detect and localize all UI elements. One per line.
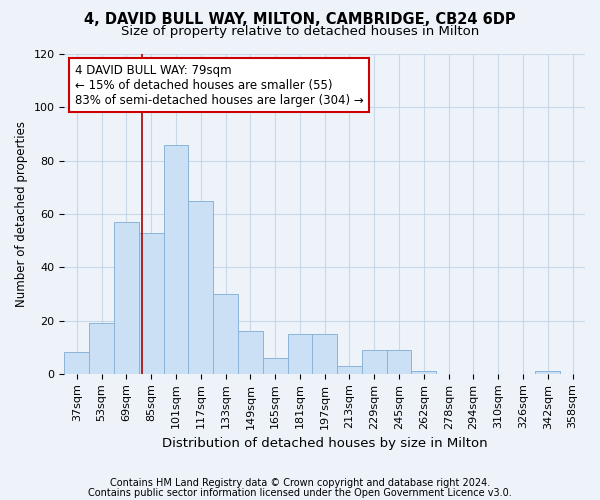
Bar bbox=[337, 366, 362, 374]
Bar bbox=[263, 358, 287, 374]
X-axis label: Distribution of detached houses by size in Milton: Distribution of detached houses by size … bbox=[162, 437, 488, 450]
Bar bbox=[213, 294, 238, 374]
Bar bbox=[139, 232, 164, 374]
Y-axis label: Number of detached properties: Number of detached properties bbox=[15, 121, 28, 307]
Text: Contains public sector information licensed under the Open Government Licence v3: Contains public sector information licen… bbox=[88, 488, 512, 498]
Text: 4 DAVID BULL WAY: 79sqm
← 15% of detached houses are smaller (55)
83% of semi-de: 4 DAVID BULL WAY: 79sqm ← 15% of detache… bbox=[75, 64, 364, 106]
Text: 4, DAVID BULL WAY, MILTON, CAMBRIDGE, CB24 6DP: 4, DAVID BULL WAY, MILTON, CAMBRIDGE, CB… bbox=[84, 12, 516, 28]
Bar bbox=[164, 144, 188, 374]
Text: Size of property relative to detached houses in Milton: Size of property relative to detached ho… bbox=[121, 25, 479, 38]
Bar bbox=[188, 200, 213, 374]
Bar bbox=[386, 350, 412, 374]
Bar bbox=[313, 334, 337, 374]
Bar bbox=[287, 334, 313, 374]
Bar bbox=[362, 350, 386, 374]
Bar bbox=[238, 331, 263, 374]
Text: Contains HM Land Registry data © Crown copyright and database right 2024.: Contains HM Land Registry data © Crown c… bbox=[110, 478, 490, 488]
Bar bbox=[64, 352, 89, 374]
Bar bbox=[89, 323, 114, 374]
Bar bbox=[412, 371, 436, 374]
Bar bbox=[535, 371, 560, 374]
Bar bbox=[114, 222, 139, 374]
